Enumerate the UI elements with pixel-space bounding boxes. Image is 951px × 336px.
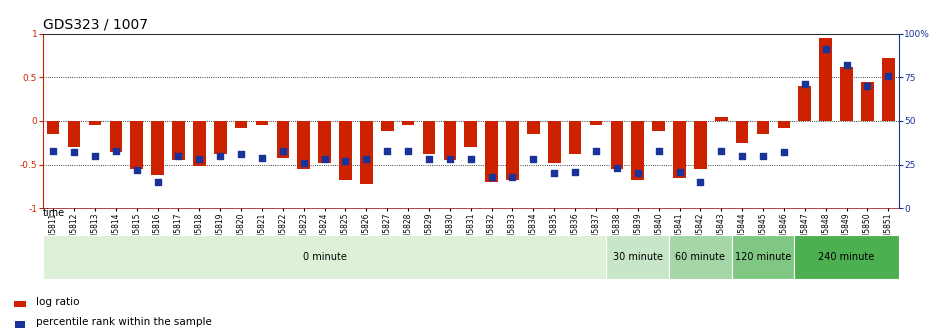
- Bar: [778, 121, 790, 128]
- Bar: [43, 235, 607, 279]
- Point: [631, 171, 646, 176]
- Point: [359, 157, 374, 162]
- Point: [692, 179, 708, 185]
- Point: [672, 169, 688, 174]
- Bar: [443, 121, 456, 160]
- Bar: [631, 121, 644, 180]
- Point: [881, 73, 896, 78]
- Bar: [464, 121, 477, 147]
- Bar: [47, 121, 60, 134]
- Point: [818, 47, 833, 52]
- Text: log ratio: log ratio: [36, 297, 79, 306]
- Bar: [360, 121, 373, 184]
- Bar: [130, 121, 143, 169]
- Text: time: time: [43, 208, 65, 218]
- Bar: [861, 82, 874, 121]
- Bar: [14, 321, 25, 328]
- Point: [46, 148, 61, 153]
- Bar: [340, 121, 352, 180]
- Point: [713, 148, 728, 153]
- Bar: [277, 121, 289, 158]
- Bar: [799, 86, 811, 121]
- Bar: [319, 121, 331, 163]
- Bar: [841, 67, 853, 121]
- Point: [839, 62, 854, 68]
- Bar: [14, 301, 27, 307]
- Bar: [68, 121, 81, 147]
- Point: [526, 157, 541, 162]
- Bar: [423, 121, 436, 154]
- Bar: [109, 121, 122, 152]
- Point: [442, 157, 457, 162]
- Bar: [590, 121, 602, 125]
- Bar: [715, 117, 728, 121]
- Bar: [652, 121, 665, 131]
- Bar: [298, 121, 310, 169]
- Point: [67, 150, 82, 155]
- Point: [734, 153, 749, 159]
- Point: [797, 82, 812, 87]
- Bar: [569, 121, 581, 154]
- Bar: [611, 121, 623, 169]
- Bar: [757, 121, 769, 134]
- Point: [755, 153, 770, 159]
- Bar: [506, 121, 518, 180]
- Bar: [607, 235, 670, 279]
- Point: [776, 150, 791, 155]
- Point: [421, 157, 437, 162]
- Point: [275, 148, 290, 153]
- Text: GDS323 / 1007: GDS323 / 1007: [43, 17, 147, 31]
- Point: [547, 171, 562, 176]
- Bar: [88, 121, 101, 125]
- Text: 120 minute: 120 minute: [735, 252, 791, 262]
- Bar: [235, 121, 247, 128]
- Bar: [670, 235, 731, 279]
- Point: [400, 148, 416, 153]
- Point: [317, 157, 332, 162]
- Point: [651, 148, 667, 153]
- Bar: [527, 121, 539, 134]
- Point: [213, 153, 228, 159]
- Bar: [151, 121, 164, 175]
- Bar: [694, 121, 707, 169]
- Point: [150, 179, 165, 185]
- Point: [484, 174, 499, 179]
- Point: [463, 157, 478, 162]
- Point: [87, 153, 103, 159]
- Point: [379, 148, 395, 153]
- Point: [505, 174, 520, 179]
- Bar: [214, 121, 226, 154]
- Point: [192, 157, 207, 162]
- Bar: [193, 121, 205, 166]
- Bar: [882, 58, 895, 121]
- Point: [860, 83, 875, 89]
- Bar: [256, 121, 268, 125]
- Bar: [736, 121, 748, 143]
- Bar: [402, 121, 415, 125]
- Point: [568, 169, 583, 174]
- Bar: [548, 121, 560, 163]
- Point: [589, 148, 604, 153]
- Bar: [731, 235, 794, 279]
- Point: [171, 153, 186, 159]
- Point: [296, 160, 311, 166]
- Point: [610, 165, 625, 171]
- Point: [129, 167, 145, 173]
- Text: 30 minute: 30 minute: [612, 252, 663, 262]
- Text: percentile rank within the sample: percentile rank within the sample: [36, 317, 211, 327]
- Point: [338, 159, 353, 164]
- Text: 60 minute: 60 minute: [675, 252, 726, 262]
- Bar: [794, 235, 899, 279]
- Bar: [172, 121, 184, 160]
- Text: 240 minute: 240 minute: [819, 252, 875, 262]
- Bar: [673, 121, 686, 178]
- Text: 0 minute: 0 minute: [302, 252, 346, 262]
- Bar: [820, 38, 832, 121]
- Bar: [485, 121, 498, 182]
- Point: [234, 152, 249, 157]
- Point: [108, 148, 124, 153]
- Bar: [381, 121, 394, 131]
- Point: [254, 155, 269, 160]
